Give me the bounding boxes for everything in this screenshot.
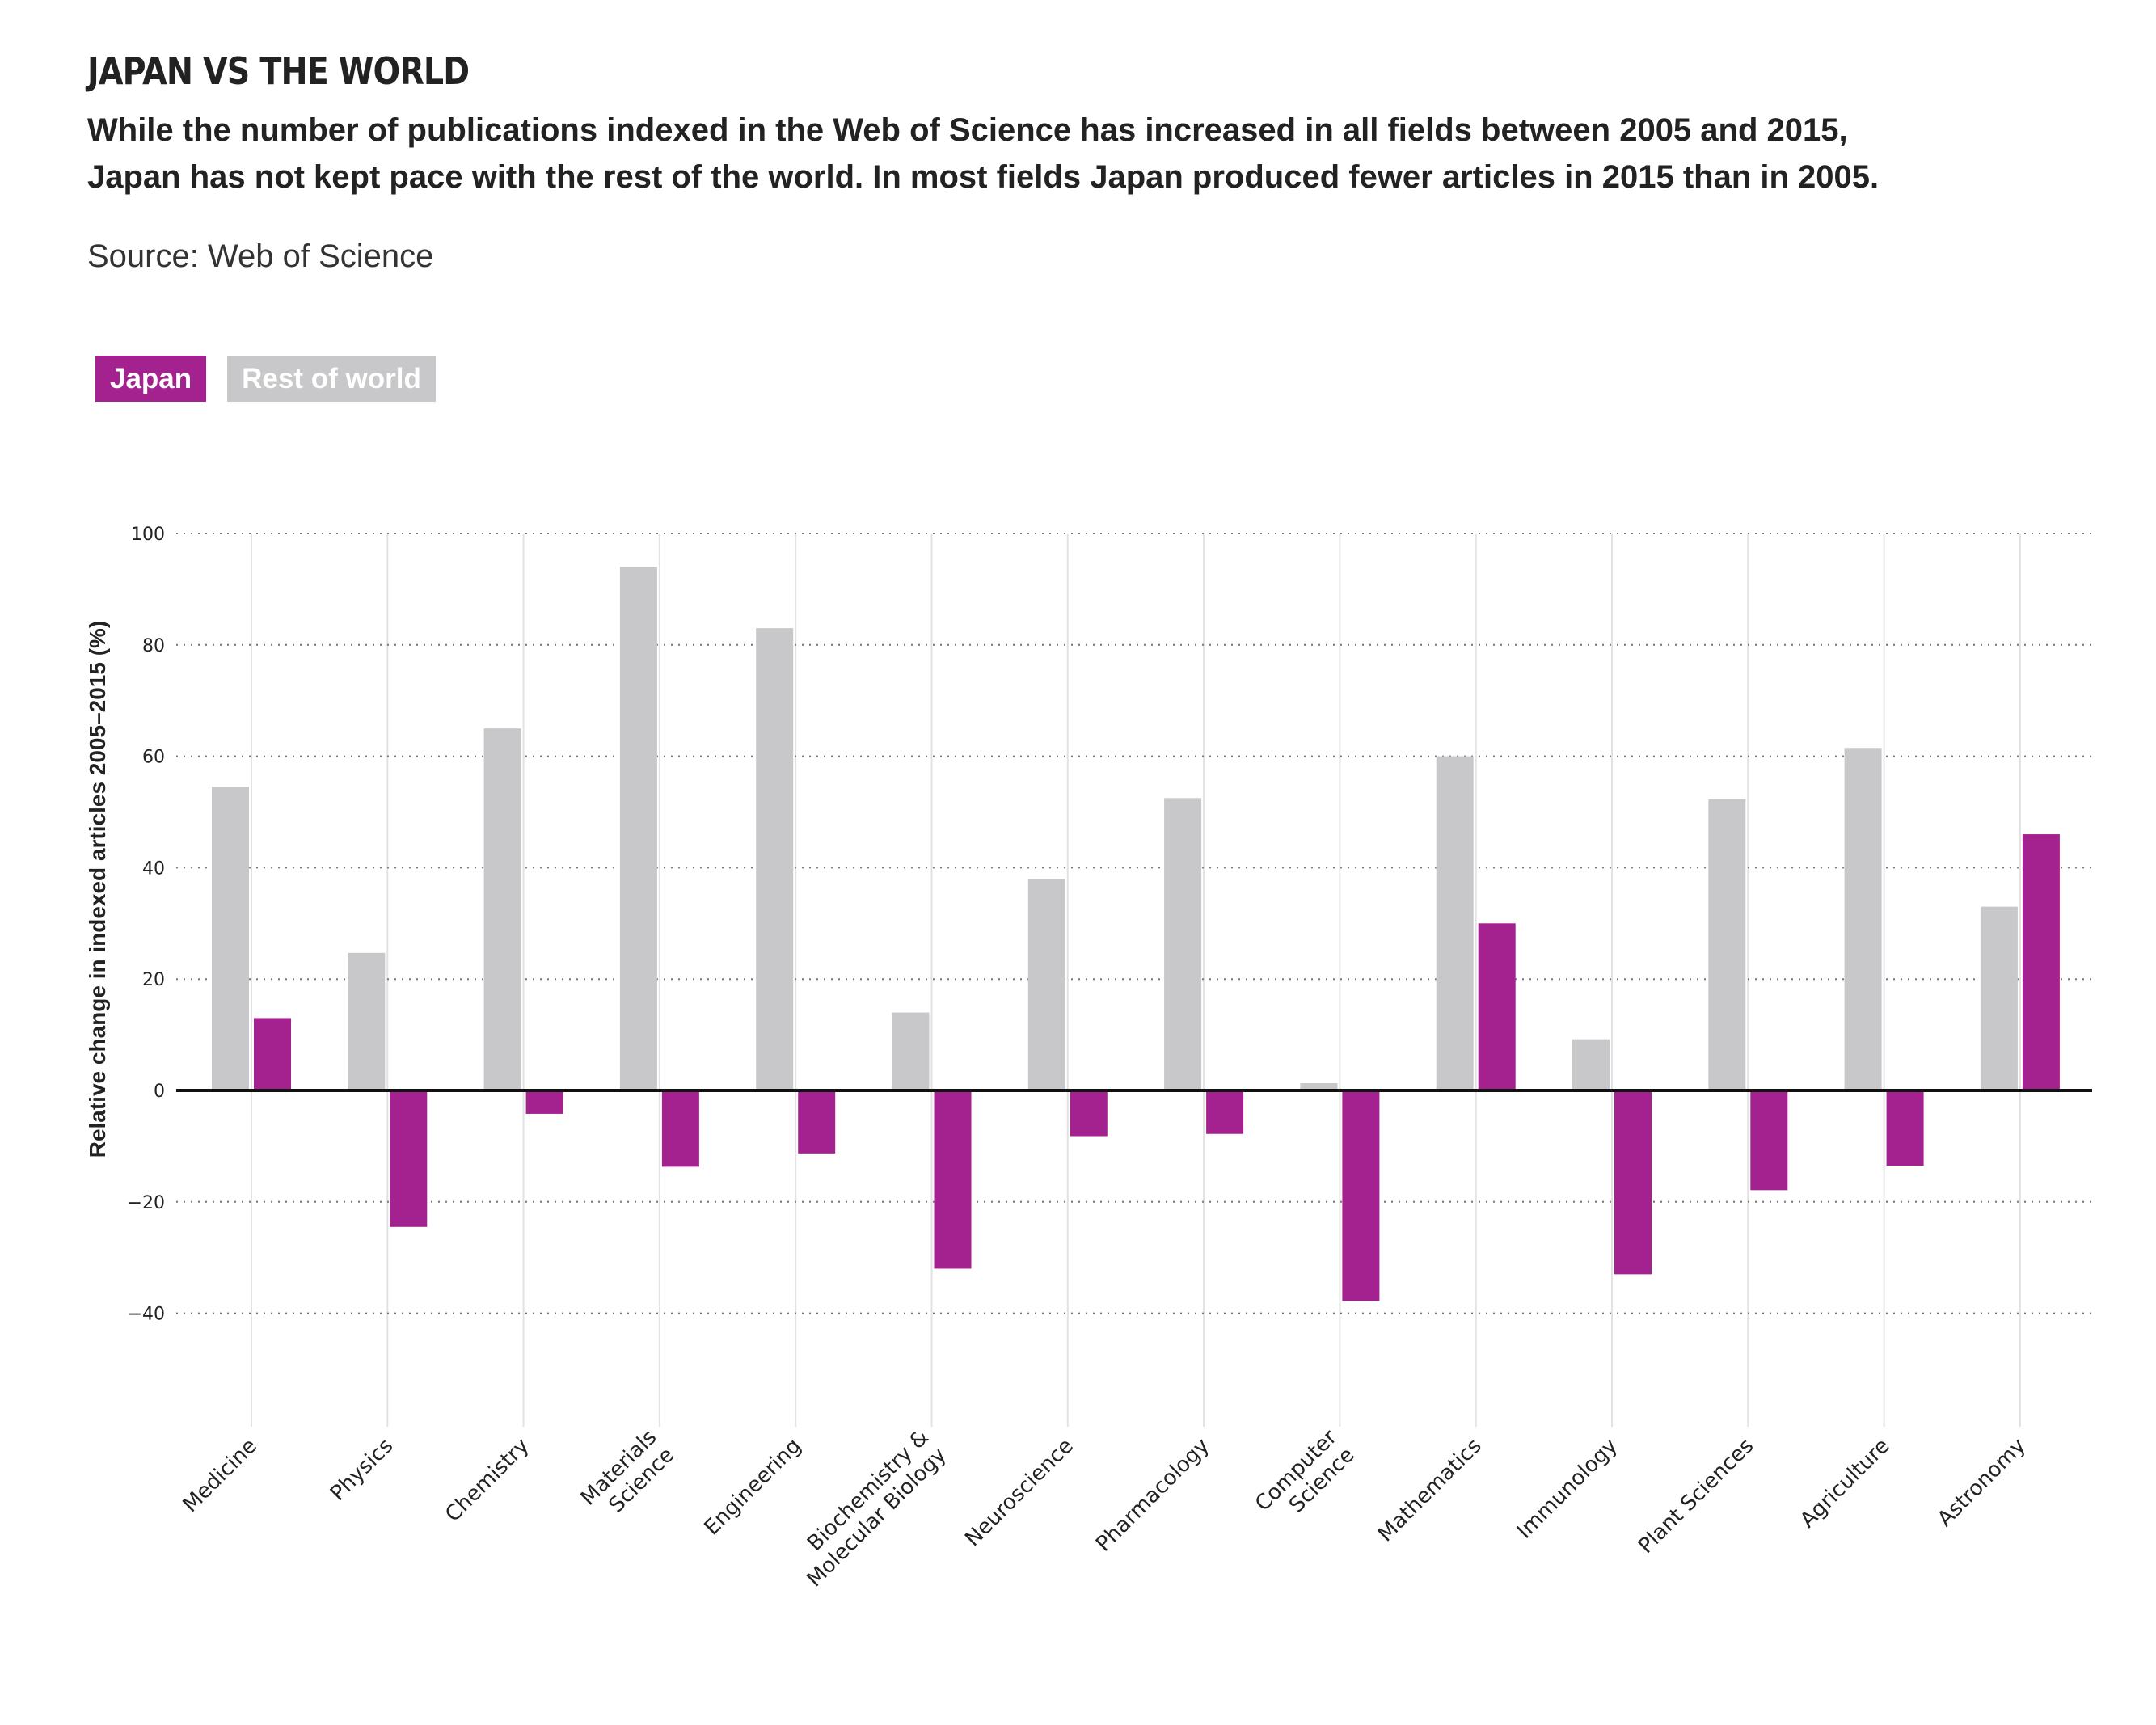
category-label: Medicine (179, 1434, 262, 1517)
bar-rest-of-world (1980, 906, 2018, 1090)
bar-japan (661, 1090, 699, 1167)
category-label-line: Plant Sciences (1634, 1434, 1758, 1558)
horizontal-gridlines (176, 533, 2092, 1314)
category-label: Immunology (1513, 1434, 1622, 1544)
bar-japan (934, 1090, 972, 1269)
category-label: MaterialsScience (576, 1425, 679, 1528)
bar-rest-of-world (619, 567, 657, 1090)
category-label: Chemistry (441, 1434, 534, 1527)
bar-japan (390, 1090, 428, 1227)
chart-header: JAPAN VS THE WORLD While the number of p… (87, 47, 2108, 276)
bar-japan (1342, 1090, 1380, 1301)
category-label: Engineering (700, 1434, 807, 1541)
vertical-gridlines (251, 534, 2021, 1427)
bar-japan (2022, 834, 2060, 1090)
category-label-line: Chemistry (441, 1434, 534, 1527)
bar-rest-of-world (1572, 1039, 1610, 1090)
category-label-line: Immunology (1513, 1434, 1622, 1544)
category-label: Astronomy (1933, 1434, 2031, 1532)
y-tick-label: 0 (154, 1082, 165, 1102)
y-tick-label: 40 (142, 858, 165, 879)
chart-subtitle-line: Japan has not kept pace with the rest of… (87, 159, 1880, 195)
category-label-line: Pharmacology (1091, 1434, 1214, 1557)
chart-title: JAPAN VS THE WORLD (87, 49, 470, 93)
bar-japan (798, 1090, 836, 1154)
y-tick-labels: −40 −20 0 20 40 60 80 100 (128, 525, 165, 1325)
bar-japan (1206, 1090, 1244, 1134)
category-label-line: Medicine (179, 1434, 262, 1517)
y-tick-label: −20 (128, 1193, 165, 1213)
bar-japan (1750, 1090, 1788, 1191)
bar-rest-of-world (1300, 1083, 1338, 1090)
bar-rest-of-world (1708, 799, 1746, 1090)
category-label: Pharmacology (1091, 1434, 1214, 1557)
bar-japan (1478, 923, 1516, 1090)
bars (212, 567, 2060, 1301)
bar-rest-of-world (212, 787, 249, 1090)
category-label-line: Engineering (700, 1434, 807, 1541)
category-label-line: Physics (326, 1434, 398, 1506)
bar-japan (1886, 1090, 1924, 1166)
bar-rest-of-world (892, 1012, 930, 1090)
category-label: Mathematics (1373, 1434, 1487, 1547)
category-label: ComputerScience (1251, 1425, 1360, 1534)
category-label: Neuroscience (960, 1434, 1078, 1552)
category-label: Biochemistry &Molecular Biology (785, 1425, 951, 1592)
category-label-line: Neuroscience (960, 1434, 1078, 1552)
category-label-line: Agriculture (1795, 1434, 1894, 1533)
y-tick-label: 80 (142, 636, 165, 656)
bar-japan (525, 1090, 563, 1114)
bar-rest-of-world (756, 628, 794, 1090)
bar-rest-of-world (1844, 748, 1882, 1090)
category-label: Physics (326, 1434, 398, 1506)
chart-source: Source: Web of Science (87, 238, 434, 274)
legend-item-japan: Japan (95, 356, 207, 402)
bar-rest-of-world (483, 728, 521, 1090)
bar-japan (254, 1018, 291, 1090)
category-label: Agriculture (1795, 1434, 1894, 1533)
legend-item-rest-of-world: Rest of world (227, 356, 436, 402)
bar-rest-of-world (1436, 756, 1474, 1090)
chart-subtitle-line: While the number of publications indexed… (87, 112, 1848, 148)
y-tick-label: 60 (142, 748, 165, 768)
y-tick-label: −40 (128, 1305, 165, 1325)
bar-rest-of-world (1027, 879, 1065, 1090)
bar-rest-of-world (1164, 798, 1202, 1090)
category-label: Plant Sciences (1634, 1434, 1758, 1558)
bar-japan (1070, 1090, 1108, 1137)
category-label-line: Astronomy (1933, 1434, 2031, 1532)
category-labels: Medicine Physics Chemistry MaterialsScience… (179, 1425, 2031, 1592)
category-label-line: Mathematics (1373, 1434, 1487, 1547)
y-axis-title: Relative change in indexed articles 2005… (85, 621, 110, 1158)
y-tick-label: 100 (131, 525, 165, 545)
y-tick-label: 20 (142, 970, 165, 990)
legend: Japan Rest of world (95, 356, 436, 402)
bar-japan (1614, 1090, 1652, 1275)
bar-rest-of-world (348, 952, 386, 1090)
chart-subtitle: While the number of publications indexed… (87, 107, 2108, 200)
